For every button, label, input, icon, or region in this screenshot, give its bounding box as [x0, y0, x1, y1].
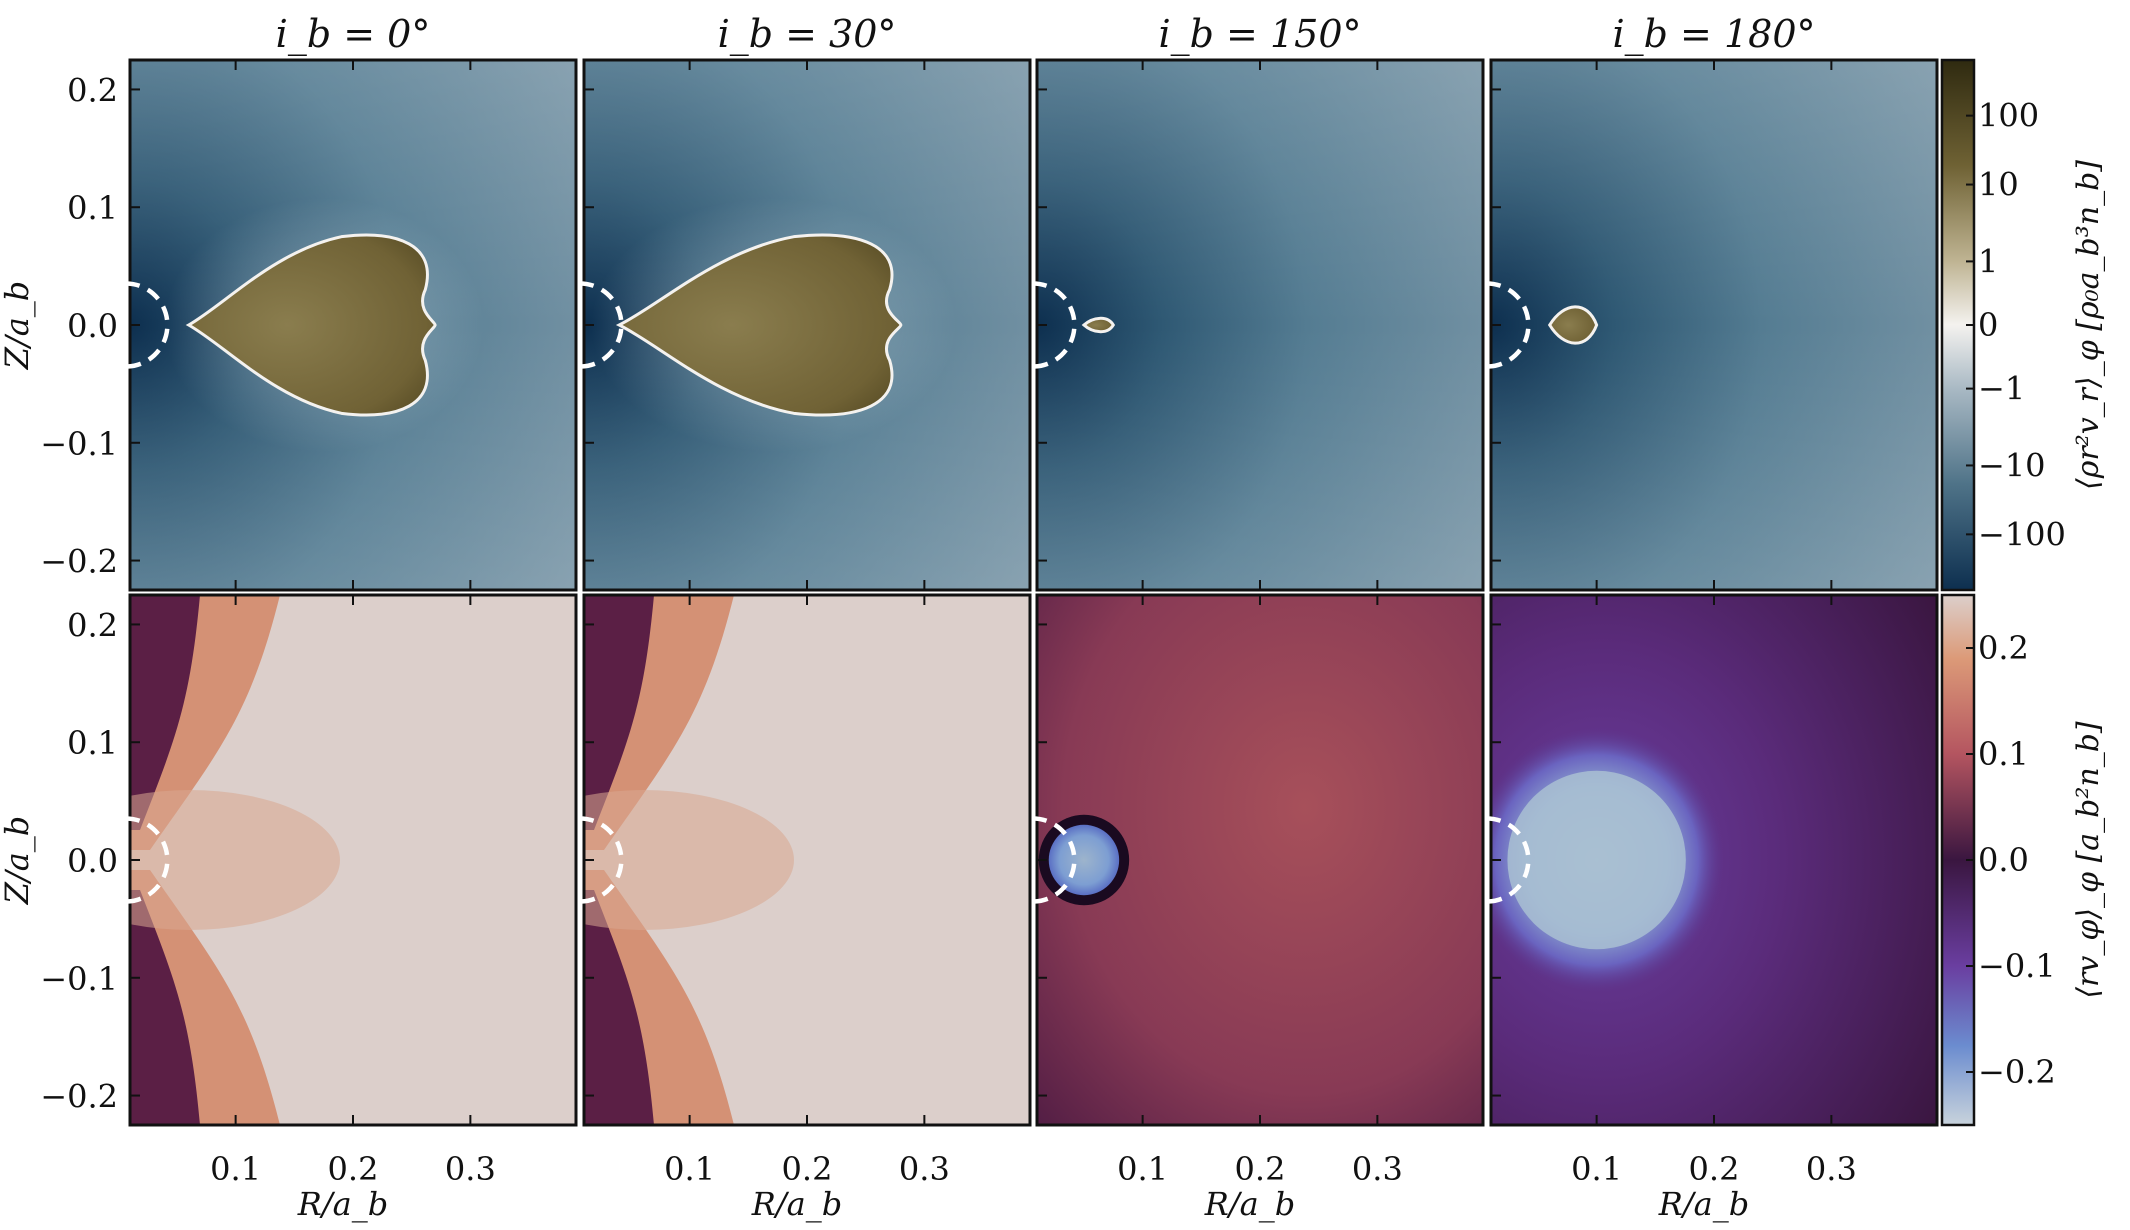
- y-tick-label: 0.1: [67, 724, 118, 762]
- top-panel-2: [584, 60, 1030, 590]
- colorbar-tick-label: 100: [1978, 97, 2039, 135]
- overlays-layer: [125, 58, 1976, 1127]
- colorbar-tick-label: −10: [1978, 446, 2046, 484]
- outflow-lobe: [1547, 305, 1599, 345]
- bottom-panel-1: [130, 595, 576, 1125]
- x-tick-label: 0.2: [328, 1150, 379, 1188]
- y-axis-label: Z/a_b: [0, 281, 36, 371]
- x-tick-label: 0.2: [782, 1150, 833, 1188]
- outflow-lobe: [1081, 316, 1116, 334]
- bottom-panel-4: [1491, 595, 1937, 1125]
- x-tick-label: 0.2: [1689, 1150, 1740, 1188]
- x-tick-label: 0.3: [899, 1150, 950, 1188]
- top-panel-3: [1037, 60, 1483, 590]
- x-axis-label: R/a_b: [751, 1185, 842, 1223]
- y-tick-label: 0.2: [67, 71, 118, 109]
- colorbar-tick-label: −1: [1978, 370, 2025, 408]
- y-tick-label: −0.1: [40, 425, 118, 463]
- y-tick-label: 0.0: [67, 307, 118, 345]
- x-tick-label: 0.2: [1235, 1150, 1286, 1188]
- colorbar-tick-label: −100: [1978, 515, 2066, 553]
- colorbar-tick-label: 1: [1978, 242, 1998, 280]
- x-axis-label: R/a_b: [1204, 1185, 1295, 1223]
- prograde-dark-bottom: [130, 890, 200, 1125]
- y-tick-label: 0.1: [67, 189, 118, 227]
- bottom-panel-2: [584, 595, 1030, 1125]
- prograde-dark-bottom: [584, 890, 654, 1125]
- x-tick-label: 0.1: [1117, 1150, 1168, 1188]
- colorbar-label: ⟨ρr²v_r⟩_φ [ρ₀a_b³n_b]: [2071, 160, 2106, 490]
- prograde-dark-top: [584, 595, 654, 830]
- x-tick-label: 0.3: [445, 1150, 496, 1188]
- x-tick-label: 0.3: [1352, 1150, 1403, 1188]
- outflow-lobe: [615, 233, 903, 417]
- x-axis-label: R/a_b: [1658, 1185, 1749, 1223]
- retrograde-core: [1507, 770, 1686, 950]
- panels-layer: [130, 60, 1937, 1125]
- colorbar-tick-label: 0: [1978, 306, 1998, 344]
- colorbar-tick-label: −0.2: [1978, 1053, 2056, 1091]
- panel-title: i_b = 30°: [718, 12, 897, 57]
- colorbar-tick-label: −0.1: [1978, 947, 2056, 985]
- panel-title: i_b = 180°: [1612, 12, 1815, 57]
- colorbar-label: ⟨rv_φ⟩_φ [a_b²n_b]: [2071, 721, 2106, 999]
- x-axis-label: R/a_b: [297, 1185, 388, 1223]
- top-panel-1: [130, 60, 576, 590]
- y-tick-label: −0.2: [40, 1078, 118, 1116]
- y-tick-label: −0.2: [40, 543, 118, 581]
- texts-layer: i_b = 0° i_b = 30° i_b = 150° i_b = 180° 0.2…: [0, 12, 2106, 1223]
- equatorial-glow: [130, 790, 340, 930]
- equatorial-glow: [584, 790, 794, 930]
- prograde-dark-top: [130, 595, 200, 830]
- colorbar-tick-label: 10: [1978, 166, 2019, 204]
- colorbar-bottom: [1940, 593, 1976, 1127]
- top-panel-4: [1491, 60, 1937, 590]
- x-tick-label: 0.3: [1806, 1150, 1857, 1188]
- retrograde-core: [1048, 824, 1120, 896]
- y-tick-label: −0.1: [40, 960, 118, 998]
- y-tick-label: 0.0: [67, 842, 118, 880]
- y-axis-label: Z/a_b: [0, 816, 36, 906]
- y-tick-label: 0.2: [67, 606, 118, 644]
- x-tick-label: 0.1: [210, 1150, 261, 1188]
- bottom-panel-3: [1037, 595, 1483, 1125]
- colorbar-tick-label: 0.1: [1978, 735, 2029, 773]
- panel-title: i_b = 0°: [276, 12, 431, 57]
- panel-title: i_b = 150°: [1158, 12, 1361, 57]
- x-tick-label: 0.1: [664, 1150, 715, 1188]
- x-tick-label: 0.1: [1571, 1150, 1622, 1188]
- colorbar-tick-label: 0.2: [1978, 629, 2029, 667]
- colorbar-tick-label: 0.0: [1978, 841, 2029, 879]
- outflow-lobe: [185, 233, 437, 417]
